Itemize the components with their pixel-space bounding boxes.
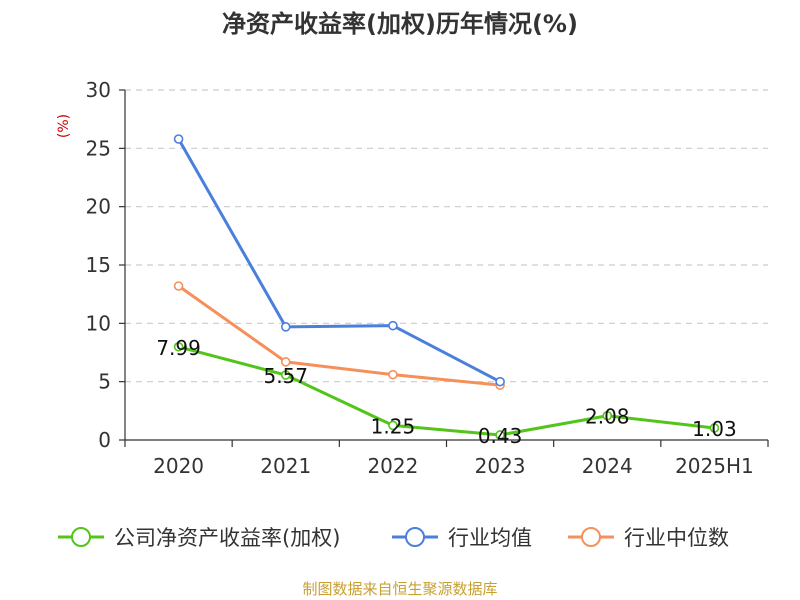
data-point [388, 320, 398, 331]
x-tick-label: 2024 [582, 454, 633, 478]
data-label: 1.25 [371, 414, 416, 438]
series-line [177, 284, 501, 387]
legend-marker [71, 527, 91, 547]
y-tick-label: 5 [98, 370, 111, 394]
source-note: 制图数据来自恒生聚源数据库 [302, 580, 497, 598]
series-group [173, 134, 720, 440]
data-point [495, 376, 505, 387]
data-point [709, 423, 720, 433]
data-point [280, 370, 291, 380]
data-point [280, 322, 291, 332]
y-tick-label: 20 [86, 195, 111, 219]
series-line [178, 345, 715, 437]
axes: 0 5 10 15 20 25 30 2020 2021 2022 2023 2024 2025H1 [86, 78, 769, 478]
data-label: 1.03 [692, 417, 737, 441]
x-tick-label: 2025H1 [675, 454, 754, 478]
y-tick-label: 15 [86, 253, 111, 277]
legend-marker [405, 527, 425, 547]
legend-entry: 公司净资产收益率(加权) [114, 526, 340, 550]
y-tick-label: 25 [86, 136, 111, 160]
y-tick-label: 30 [86, 78, 111, 102]
series-line [177, 138, 501, 383]
data-label: 0.43 [478, 424, 523, 448]
data-point [602, 410, 613, 421]
data-label: 2.08 [585, 405, 630, 429]
legend-entry: 行业均值 [448, 526, 532, 550]
data-point [388, 369, 398, 380]
data-point [173, 281, 184, 291]
legend-entry: 行业中位数 [624, 526, 729, 550]
y-tick-label: 10 [86, 311, 111, 335]
data-label: 5.57 [263, 364, 308, 388]
chart-title: 净资产收益率(加权)历年情况(%) [222, 10, 578, 38]
y-axis-label: (%) [56, 114, 72, 138]
legend: 公司净资产收益率(加权) 行业均值 行业中位数 [58, 526, 729, 550]
data-point [495, 430, 505, 440]
data-label: 7.99 [156, 336, 201, 360]
legend-marker [581, 527, 601, 547]
data-labels: 7.99 5.57 1.25 0.43 2.08 1.03 [156, 336, 736, 448]
x-tick-label: 2020 [153, 454, 204, 478]
x-tick-label: 2023 [475, 454, 526, 478]
data-point [173, 134, 184, 144]
y-tick-label: 0 [98, 428, 111, 452]
grid-lines [125, 89, 768, 383]
data-point [280, 357, 291, 367]
data-point [173, 341, 184, 352]
x-tick-label: 2022 [367, 454, 418, 478]
data-point [388, 420, 398, 431]
x-tick-label: 2021 [260, 454, 311, 478]
